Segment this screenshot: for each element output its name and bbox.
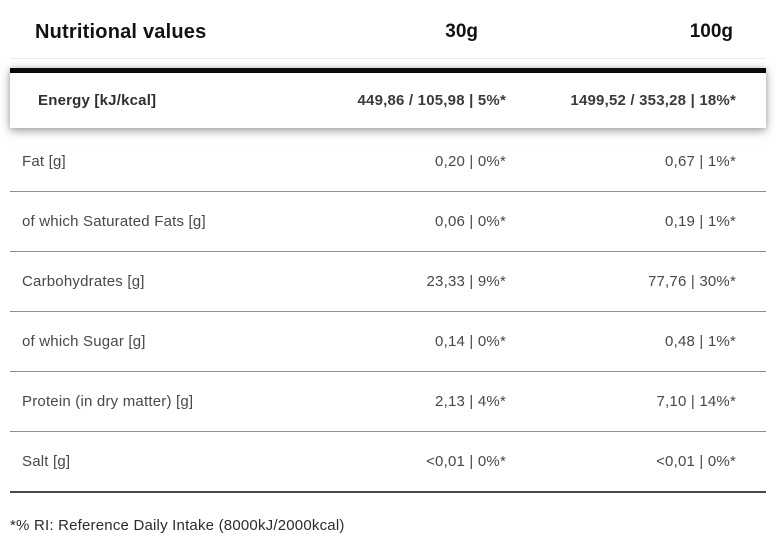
table-title: Nutritional values bbox=[35, 20, 207, 43]
energy-label: Energy [kJ/kcal] bbox=[38, 92, 157, 109]
energy-value-100g: 1499,52 / 353,28 | 18%* bbox=[570, 92, 736, 109]
row-label: Salt [g] bbox=[22, 453, 71, 470]
table-row-carbohydrates: Carbohydrates [g] 23,33 | 9%* 77,76 | 30… bbox=[10, 252, 766, 312]
row-label: Carbohydrates [g] bbox=[22, 273, 145, 290]
table-row-saturated-fats: of which Saturated Fats [g] 0,06 | 0%* 0… bbox=[10, 192, 766, 252]
row-value-30g: 2,13 | 4%* bbox=[435, 393, 506, 410]
nutrient-rows: Fat [g] 0,20 | 0%* 0,67 | 1%* of which S… bbox=[10, 132, 766, 493]
row-value-30g: 0,06 | 0%* bbox=[435, 213, 506, 230]
row-value-100g: 77,76 | 30%* bbox=[647, 273, 736, 290]
column-header-100g: 100g bbox=[689, 21, 733, 42]
row-value-100g: 7,10 | 14%* bbox=[656, 393, 736, 410]
row-label: Protein (in dry matter) [g] bbox=[22, 393, 194, 410]
nutrition-table: Nutritional values 30g 100g Energy [kJ/k… bbox=[10, 0, 766, 493]
row-value-30g: 23,33 | 9%* bbox=[426, 273, 506, 290]
row-value-30g: 0,14 | 0%* bbox=[435, 333, 506, 350]
reference-intake-footnote: *% RI: Reference Daily Intake (8000kJ/20… bbox=[10, 517, 345, 534]
row-value-30g: 0,20 | 0%* bbox=[435, 153, 506, 170]
header-spacer bbox=[10, 59, 766, 68]
column-header-30g: 30g bbox=[445, 21, 478, 42]
row-value-30g: <0,01 | 0%* bbox=[426, 453, 506, 470]
row-value-100g: 0,67 | 1%* bbox=[665, 153, 736, 170]
table-row-protein: Protein (in dry matter) [g] 2,13 | 4%* 7… bbox=[10, 372, 766, 432]
row-value-100g: <0,01 | 0%* bbox=[656, 453, 736, 470]
row-label: Fat [g] bbox=[22, 153, 66, 170]
row-value-100g: 0,19 | 1%* bbox=[665, 213, 736, 230]
row-label: of which Sugar [g] bbox=[22, 333, 146, 350]
table-row-fat: Fat [g] 0,20 | 0%* 0,67 | 1%* bbox=[10, 132, 766, 192]
table-header-row: Nutritional values 30g 100g bbox=[10, 0, 766, 59]
energy-value-30g: 449,86 / 105,98 | 5%* bbox=[357, 92, 506, 109]
table-row-salt: Salt [g] <0,01 | 0%* <0,01 | 0%* bbox=[10, 432, 766, 493]
energy-row-card: Energy [kJ/kcal] 449,86 / 105,98 | 5%* 1… bbox=[10, 68, 766, 128]
row-label: of which Saturated Fats [g] bbox=[22, 213, 206, 230]
table-row-sugar: of which Sugar [g] 0,14 | 0%* 0,48 | 1%* bbox=[10, 312, 766, 372]
row-value-100g: 0,48 | 1%* bbox=[665, 333, 736, 350]
